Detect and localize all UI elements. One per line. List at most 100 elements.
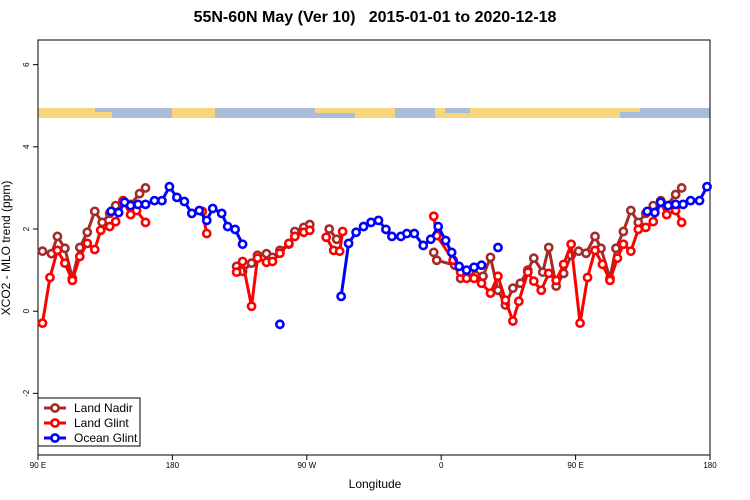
data-point	[694, 195, 705, 206]
data-point	[157, 195, 167, 206]
data-point	[469, 273, 479, 284]
series-line	[40, 196, 683, 326]
data-point	[428, 247, 439, 258]
data-point	[59, 258, 70, 269]
legend-marker	[50, 418, 60, 428]
data-point	[536, 285, 547, 296]
data-point	[513, 296, 524, 307]
data-point	[89, 244, 100, 255]
data-point	[661, 209, 672, 220]
data-point	[685, 195, 696, 206]
data-point	[670, 199, 681, 210]
legend-marker	[50, 433, 60, 443]
data-point	[104, 221, 115, 232]
data-point	[164, 181, 175, 192]
data-point	[485, 252, 496, 263]
data-point	[321, 232, 332, 243]
data-point	[275, 319, 285, 330]
data-point	[186, 208, 197, 219]
data-point	[252, 253, 263, 264]
data-point	[612, 253, 623, 264]
data-point	[663, 200, 674, 211]
data-point	[702, 181, 712, 192]
data-point	[334, 246, 345, 257]
data-point	[246, 301, 257, 312]
data-point	[454, 261, 465, 272]
data-point	[230, 224, 241, 235]
data-point	[573, 246, 584, 257]
data-point	[59, 243, 70, 254]
chart-title: 55N-60N May (Ver 10) 2015-01-01 to 2020-…	[194, 9, 557, 26]
map-strip	[38, 108, 710, 118]
data-point	[133, 199, 143, 210]
data-point	[113, 207, 124, 218]
data-point	[275, 248, 285, 259]
legend-label: Land Nadir	[74, 401, 133, 415]
data-point	[52, 231, 63, 242]
data-point	[237, 239, 248, 250]
data-point	[207, 203, 218, 214]
data-point	[201, 228, 212, 239]
data-point	[351, 227, 361, 238]
data-point	[590, 231, 600, 242]
data-point	[678, 199, 689, 210]
data-point	[461, 273, 472, 284]
x-tick-label: 90 E	[30, 461, 46, 470]
data-point	[655, 197, 666, 208]
y-tick-label: 4	[22, 144, 31, 149]
y-axis-title: XCO2 - MLO trend (ppm)	[0, 181, 13, 316]
data-point	[590, 245, 600, 256]
data-point	[216, 208, 227, 219]
data-point	[418, 240, 429, 251]
data-point	[194, 205, 205, 216]
data-point	[446, 247, 457, 258]
data-point	[428, 211, 439, 222]
data-point	[358, 221, 369, 232]
data-point	[507, 316, 518, 326]
x-tick-label: 0	[439, 461, 444, 470]
data-point	[387, 231, 397, 242]
data-point	[575, 318, 585, 329]
data-point	[493, 271, 503, 282]
y-tick-label: 6	[22, 62, 31, 67]
data-point	[625, 246, 636, 257]
data-point	[304, 225, 315, 236]
data-point	[618, 226, 629, 237]
data-point	[149, 195, 160, 206]
x-tick-label: 180	[703, 461, 717, 470]
data-point	[45, 272, 55, 283]
data-point	[461, 265, 472, 275]
data-point	[373, 215, 384, 226]
legend-label: Land Glint	[74, 416, 129, 430]
data-point	[440, 235, 451, 246]
data-point	[106, 206, 117, 217]
data-point	[558, 259, 569, 270]
data-point	[37, 318, 48, 329]
data-point	[485, 288, 496, 299]
data-point	[381, 224, 391, 235]
data-point	[201, 215, 212, 226]
data-point	[648, 216, 659, 227]
data-point	[82, 227, 93, 238]
data-point	[618, 239, 629, 250]
x-tick-label: 90 W	[297, 461, 316, 470]
data-point	[140, 183, 151, 193]
y-tick-label: 2	[22, 226, 31, 231]
data-point	[140, 199, 151, 210]
data-point	[366, 217, 376, 228]
data-point	[670, 189, 681, 200]
plot-frame	[37, 39, 711, 456]
data-point	[605, 275, 615, 286]
data-point	[522, 267, 533, 278]
data-point	[597, 259, 608, 270]
data-point	[246, 258, 257, 269]
data-point	[324, 224, 335, 234]
data-point	[110, 216, 121, 227]
data-point	[500, 295, 511, 305]
data-point	[289, 231, 300, 242]
x-tick-label: 180	[166, 461, 180, 470]
data-point	[409, 228, 420, 239]
data-point	[676, 217, 687, 228]
data-point	[551, 275, 562, 286]
